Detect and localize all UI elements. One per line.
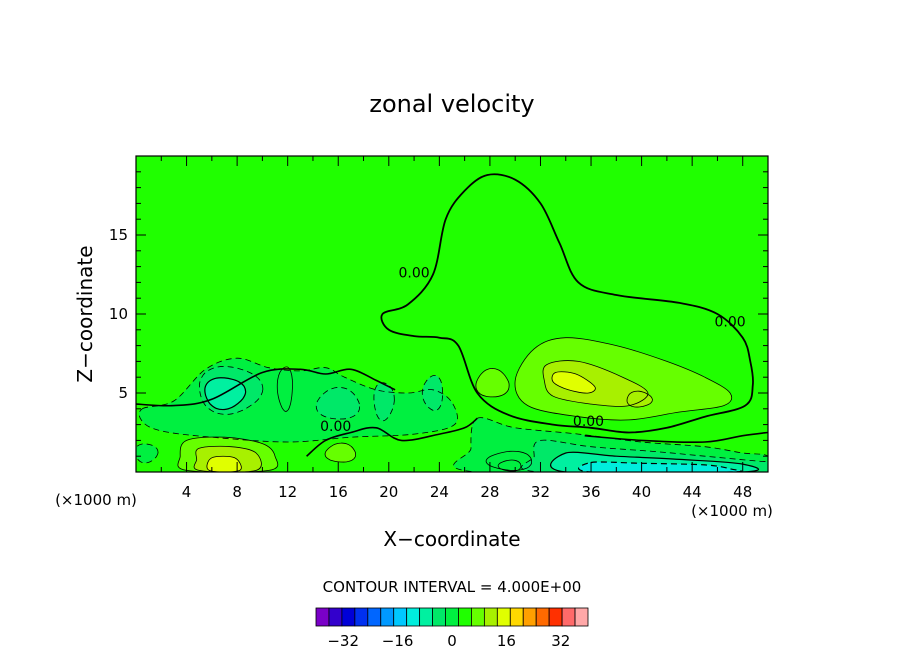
- colorbar-swatch: [561, 607, 576, 627]
- contour-line-17: [497, 459, 522, 472]
- contour-line-1: [542, 360, 649, 407]
- colorbar-swatch: [419, 607, 433, 627]
- contour-label: 0.00: [398, 266, 429, 282]
- colorbar-swatch: [458, 607, 472, 627]
- x-tick-label: 28: [480, 483, 499, 501]
- contour-line-22: [136, 443, 159, 464]
- colorbar-swatch: [548, 607, 563, 627]
- contour-line-0: [514, 337, 733, 421]
- colorbar-tick-label: 16: [497, 632, 516, 650]
- contour-line-13: [193, 445, 262, 472]
- contour-label: 0.00: [573, 414, 604, 430]
- y-tick-label: 10: [109, 305, 128, 323]
- chart-title: zonal velocity: [369, 90, 534, 118]
- contour-line-12: [177, 436, 279, 472]
- x-tick-label: 8: [232, 483, 242, 501]
- colorbar-tick-label: −32: [327, 632, 359, 650]
- colorbar-swatch: [445, 607, 459, 627]
- contour-line-8: [204, 377, 247, 411]
- x-tick-label: 48: [733, 483, 752, 501]
- x-axis-label: X−coordinate: [383, 527, 520, 551]
- zero-contour-segment-0: [136, 368, 396, 407]
- zero-contour-segment-2: [584, 431, 768, 444]
- x-tick-label: 32: [531, 483, 550, 501]
- y-axis: 5 10 15: [109, 171, 768, 457]
- colorbar-swatch: [522, 607, 537, 627]
- contour-line-15: [324, 442, 357, 463]
- contour-line-16: [485, 450, 533, 471]
- contour-region-8: [204, 377, 246, 410]
- zero-contour-line: [380, 173, 754, 434]
- colorbar-swatch: [432, 607, 446, 627]
- colorbar-swatch: [483, 607, 498, 627]
- contour-line-18: [453, 417, 768, 472]
- colorbar-swatch: [509, 607, 524, 627]
- colorbar-swatch: [367, 607, 382, 627]
- contour-line-2: [551, 371, 596, 394]
- x-tick-label: 4: [182, 483, 192, 501]
- contour-lines: [136, 173, 768, 472]
- contour-line-14: [206, 455, 242, 472]
- colorbar-swatch: [471, 607, 485, 627]
- x-unit-label-right: (×1000 m): [691, 502, 773, 520]
- x-tick-label: 24: [430, 483, 449, 501]
- colorbar-tick-label: −16: [382, 632, 414, 650]
- colorbar-swatch: [393, 607, 408, 627]
- contour-region-14: [206, 456, 242, 472]
- contour-region-3: [627, 391, 653, 408]
- contour-line-3: [626, 390, 653, 408]
- contour-region-4: [475, 368, 510, 397]
- colorbar: −32 −16 0 16 32: [315, 607, 589, 650]
- colorbar-swatch: [535, 607, 550, 627]
- y-tick-label: 15: [109, 226, 128, 244]
- colorbar-swatch: [315, 607, 330, 627]
- x-tick-label: 12: [278, 483, 297, 501]
- colorbar-tick-label: 32: [551, 632, 570, 650]
- colorbar-swatch: [341, 607, 356, 627]
- colorbar-swatch: [406, 607, 421, 627]
- contour-region-10: [422, 375, 443, 411]
- contour-line-10: [421, 375, 443, 411]
- zero-contour-segment-1: [306, 417, 478, 457]
- contour-region-9: [316, 387, 360, 420]
- contour-label: 0.00: [714, 315, 745, 331]
- colorbar-swatch: [574, 607, 589, 627]
- colorbar-swatch: [354, 607, 369, 627]
- contour-line-19: [521, 439, 768, 472]
- x-tick-label: 36: [581, 483, 600, 501]
- x-tick-label: 40: [632, 483, 651, 501]
- contour-interval-text: CONTOUR INTERVAL = 4.000E+00: [323, 578, 582, 596]
- x-tick-label: 44: [683, 483, 702, 501]
- colorbar-swatch: [496, 607, 511, 627]
- x-unit-label-left: (×1000 m): [55, 491, 137, 509]
- colorbar-tick-label: 0: [447, 632, 457, 650]
- x-axis: 4 8 12 16 20 24 28 32 36 40 44 48: [160, 156, 752, 501]
- contour-label: 0.00: [320, 419, 351, 435]
- contour-region-22: [136, 443, 159, 463]
- y-tick-label: 5: [118, 384, 128, 402]
- x-tick-label: 20: [379, 483, 398, 501]
- colorbar-swatch: [380, 607, 395, 627]
- contour-line-20: [549, 451, 760, 472]
- contour-line-4: [475, 367, 510, 398]
- y-axis-label: Z−coordinate: [73, 245, 97, 382]
- contour-region-21: [578, 461, 742, 472]
- contour-region-15: [325, 443, 356, 463]
- contour-labels: 0.00 0.00 0.00 0.00: [320, 266, 746, 435]
- x-tick-label: 16: [329, 483, 348, 501]
- colorbar-swatch: [328, 607, 343, 627]
